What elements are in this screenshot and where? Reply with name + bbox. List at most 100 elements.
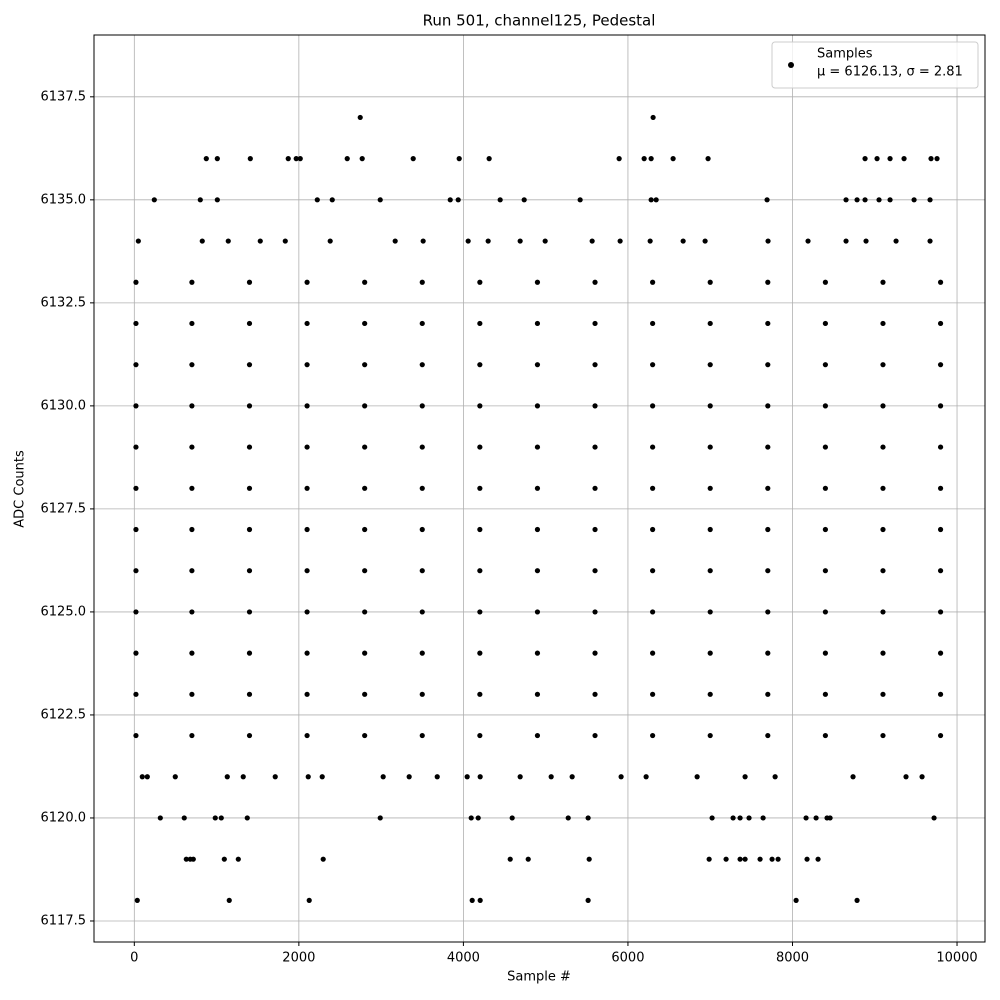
point (189, 485, 195, 491)
point (585, 897, 591, 903)
point (477, 609, 483, 615)
point (822, 362, 828, 368)
point (377, 815, 383, 821)
point (246, 485, 253, 491)
point (937, 320, 944, 327)
point (534, 485, 541, 491)
point (419, 526, 425, 533)
point (477, 897, 483, 903)
point (144, 774, 150, 780)
point (822, 320, 828, 327)
point (901, 156, 907, 162)
point (592, 444, 598, 450)
point (707, 320, 713, 327)
point (534, 732, 541, 739)
point (406, 774, 412, 780)
point (135, 238, 141, 244)
grid (94, 35, 985, 942)
point (592, 568, 598, 574)
point (937, 362, 944, 368)
point (592, 279, 598, 285)
point (214, 197, 220, 203)
point (133, 444, 139, 450)
point (880, 362, 886, 368)
point (434, 774, 440, 780)
point (133, 568, 139, 574)
point (477, 444, 483, 450)
point (937, 609, 944, 615)
point (172, 774, 178, 780)
point (362, 609, 368, 615)
point (592, 526, 598, 533)
point (189, 362, 195, 368)
point (304, 732, 310, 739)
point (880, 279, 886, 285)
point (181, 815, 187, 821)
point (214, 156, 220, 162)
point (772, 774, 778, 780)
point (517, 238, 523, 244)
point (419, 732, 425, 739)
point (813, 815, 819, 821)
point (525, 856, 531, 862)
point (586, 856, 592, 862)
point (641, 156, 647, 162)
point (592, 609, 598, 615)
point (565, 815, 571, 821)
point (380, 774, 386, 780)
point (456, 156, 462, 162)
point (304, 320, 310, 327)
point (765, 485, 771, 491)
y-tick-label: 6135.0 (41, 192, 87, 207)
point (705, 156, 711, 162)
point (643, 774, 649, 780)
plot-frame (93, 34, 986, 943)
point (887, 197, 893, 203)
point (903, 774, 909, 780)
point (742, 856, 748, 862)
point (822, 526, 828, 533)
point (477, 403, 483, 409)
point (189, 320, 195, 327)
point (653, 197, 659, 203)
point (707, 609, 713, 615)
point (293, 156, 299, 162)
point (189, 526, 195, 533)
point (616, 156, 622, 162)
point (455, 197, 461, 203)
point (723, 856, 729, 862)
point (183, 856, 189, 862)
point (822, 650, 828, 656)
point (647, 238, 653, 244)
point (224, 774, 230, 780)
point (327, 238, 333, 244)
point (362, 732, 368, 739)
point (737, 856, 743, 862)
point (648, 156, 654, 162)
point (592, 362, 598, 368)
point (285, 156, 291, 162)
point (707, 526, 713, 533)
point (246, 650, 253, 656)
point (592, 485, 598, 491)
x-tick-label: 10000 (936, 951, 977, 966)
x-tick-label: 2000 (282, 951, 315, 966)
point (392, 238, 398, 244)
point (419, 320, 425, 327)
point (189, 444, 195, 450)
point (827, 815, 833, 821)
point (377, 197, 383, 203)
point (133, 403, 139, 409)
point (197, 197, 203, 203)
point (843, 197, 849, 203)
point (650, 609, 656, 615)
point (927, 197, 933, 203)
point (707, 485, 713, 491)
point (221, 856, 227, 862)
point (304, 650, 310, 656)
point (757, 856, 763, 862)
point (534, 320, 541, 327)
point (247, 156, 253, 162)
point (805, 238, 811, 244)
point (189, 650, 195, 656)
